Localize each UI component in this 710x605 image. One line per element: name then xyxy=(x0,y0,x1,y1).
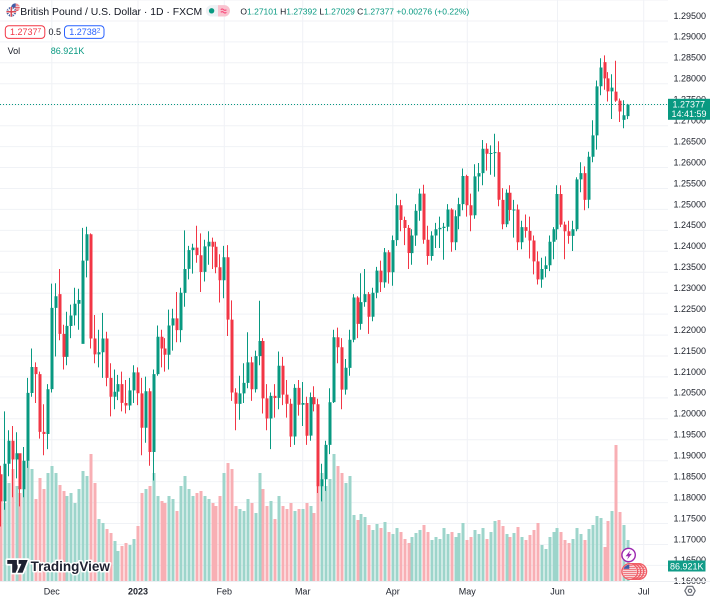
svg-text:14:41:59: 14:41:59 xyxy=(672,109,707,119)
svg-text:1.21000: 1.21000 xyxy=(674,367,707,377)
svg-text:1.28000: 1.28000 xyxy=(674,74,707,84)
svg-text:1.19500: 1.19500 xyxy=(674,430,707,440)
svg-text:Vol: Vol xyxy=(8,46,21,56)
svg-text:2023: 2023 xyxy=(128,587,148,597)
svg-text:1.19000: 1.19000 xyxy=(674,451,707,461)
svg-text:Apr: Apr xyxy=(386,587,400,597)
svg-text:1.29000: 1.29000 xyxy=(674,32,707,42)
svg-text:Jul: Jul xyxy=(638,587,650,597)
svg-text:1.24500: 1.24500 xyxy=(674,220,707,230)
svg-text:Feb: Feb xyxy=(217,587,233,597)
svg-text:1.27377: 1.27377 xyxy=(673,100,706,110)
svg-text:86.921K: 86.921K xyxy=(670,561,704,571)
svg-text:1.25000: 1.25000 xyxy=(674,199,707,209)
svg-text:British Pound / U.S. Dollar ·: British Pound / U.S. Dollar · 1D · FXCM xyxy=(20,7,202,18)
svg-text:1.27382: 1.27382 xyxy=(69,27,101,37)
svg-text:0.5: 0.5 xyxy=(49,27,62,37)
svg-text:TradingView: TradingView xyxy=(31,559,111,574)
svg-text:1.27377: 1.27377 xyxy=(10,27,42,37)
svg-text:1.23000: 1.23000 xyxy=(674,283,707,293)
svg-text:Dec: Dec xyxy=(44,587,61,597)
svg-text:1.20000: 1.20000 xyxy=(674,409,707,419)
svg-text:1.18000: 1.18000 xyxy=(674,492,707,502)
svg-text:86.921K: 86.921K xyxy=(51,46,85,56)
svg-text:1.28500: 1.28500 xyxy=(674,53,707,63)
svg-text:1.27000: 1.27000 xyxy=(674,116,707,126)
svg-text:1.25500: 1.25500 xyxy=(674,178,707,188)
svg-text:1.17500: 1.17500 xyxy=(674,513,707,523)
svg-text:1.18500: 1.18500 xyxy=(674,472,707,482)
svg-text:1.16500: 1.16500 xyxy=(674,555,707,565)
svg-text:1.26000: 1.26000 xyxy=(674,157,707,167)
svg-text:1.22500: 1.22500 xyxy=(674,304,707,314)
svg-text:May: May xyxy=(459,587,477,597)
svg-text:Mar: Mar xyxy=(295,587,311,597)
svg-text:1.21500: 1.21500 xyxy=(674,346,707,356)
svg-text:1.29500: 1.29500 xyxy=(674,11,707,21)
svg-text:1.24000: 1.24000 xyxy=(674,241,707,251)
svg-text:1.22000: 1.22000 xyxy=(674,325,707,335)
svg-text:1.17000: 1.17000 xyxy=(674,534,707,544)
svg-text:1.26500: 1.26500 xyxy=(674,136,707,146)
svg-text:1.20500: 1.20500 xyxy=(674,388,707,398)
svg-text:1.23500: 1.23500 xyxy=(674,262,707,272)
svg-text:Jun: Jun xyxy=(550,587,565,597)
svg-text:O1.27101 H1.27392 L1.27029 C1.: O1.27101 H1.27392 L1.27029 C1.27377 +0.0… xyxy=(240,7,469,17)
